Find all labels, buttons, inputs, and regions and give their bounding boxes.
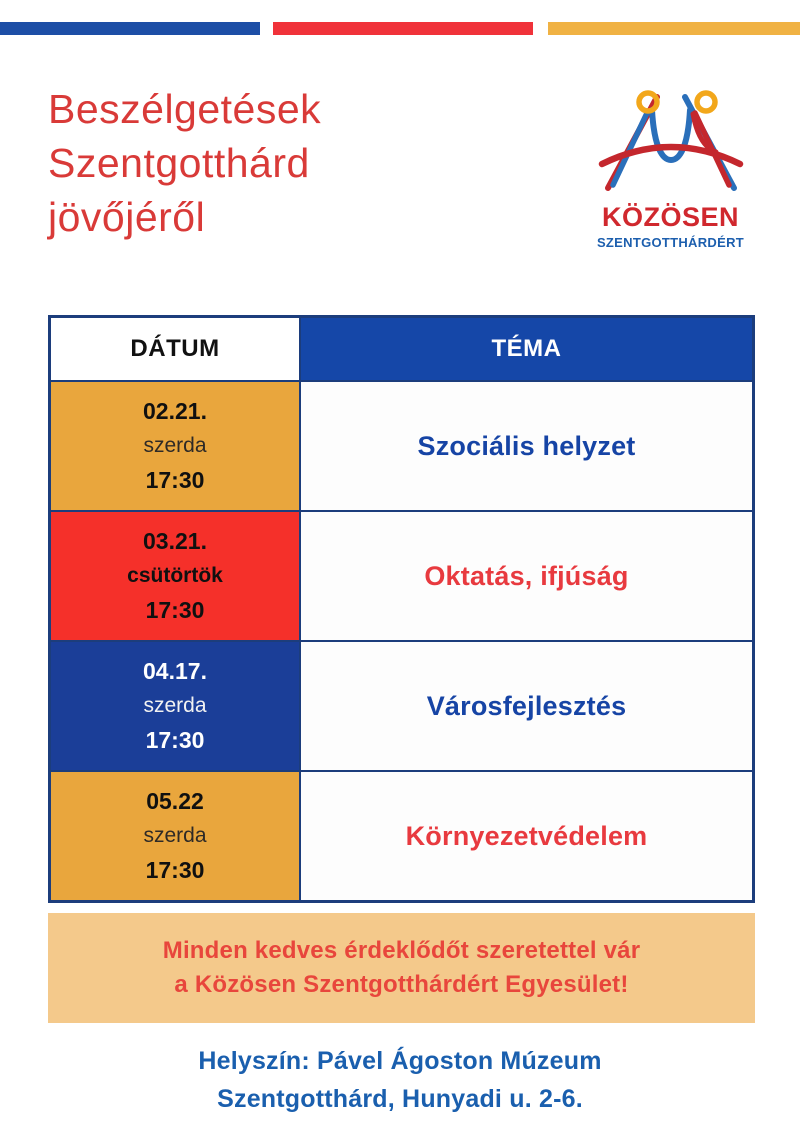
table-row-4-date-cell: 05.22 szerda 17:30 (51, 772, 299, 900)
top-bar-orange (548, 22, 800, 35)
table-row-2-date-cell: 03.21. csütörtök 17:30 (51, 512, 299, 640)
table-row-3-date-cell: 04.17. szerda 17:30 (51, 642, 299, 770)
logo-figures-icon (598, 90, 743, 191)
poster-title-line-3: jövőjéről (48, 194, 206, 240)
invitation-banner: Minden kedves érdeklődőt szeretettel vár… (48, 913, 755, 1023)
table-row-2-topic-cell: Oktatás, ifjúság (301, 512, 752, 640)
date-value: 05.22 (146, 788, 204, 814)
logo-name-line-1: KÖZÖSEN (601, 202, 739, 232)
table-row-4-topic-cell: Környezetvédelem (301, 772, 752, 900)
topic-value: Városfejlesztés (426, 690, 627, 721)
column-header-topic: TÉMA (301, 318, 752, 380)
day-value: szerda (143, 694, 207, 717)
table-row-1-topic-cell: Szociális helyzet (301, 382, 752, 510)
time-value: 17:30 (145, 467, 205, 493)
time-value: 17:30 (145, 727, 205, 753)
invitation-line-1: Minden kedves érdeklődőt szeretettel vár (162, 937, 641, 964)
invitation-line-2: a Közösen Szentgotthárdért Egyesület! (174, 971, 629, 998)
topic-value: Szociális helyzet (417, 430, 636, 461)
logo-name-line-2: SZENTGOTTHÁRDÉRT (596, 235, 745, 250)
poster-title: Beszélgetések Szentgotthárd jövőjéről (48, 82, 321, 244)
topic-value: Oktatás, ifjúság (424, 560, 629, 591)
date-value: 02.21. (143, 398, 207, 424)
association-logo: KÖZÖSEN SZENTGOTTHÁRDÉRT (588, 88, 753, 250)
day-value: csütörtök (127, 564, 223, 587)
top-bar-red (273, 22, 533, 35)
schedule-table: DÁTUM TÉMA 02.21. szerda 17:30 Szociális… (48, 315, 755, 903)
table-row-3-topic-cell: Városfejlesztés (301, 642, 752, 770)
column-header-date: DÁTUM (51, 318, 299, 380)
date-value: 03.21. (143, 528, 207, 554)
venue-line-1: Helyszín: Pável Ágoston Múzeum (198, 1047, 602, 1075)
date-header-label: DÁTUM (130, 335, 220, 362)
date-value: 04.17. (143, 658, 207, 684)
time-value: 17:30 (145, 857, 205, 883)
topic-header-label: TÉMA (491, 335, 562, 362)
table-row-1-date-cell: 02.21. szerda 17:30 (51, 382, 299, 510)
top-bar-blue (0, 22, 260, 35)
day-value: szerda (143, 434, 207, 457)
poster-title-line-2: Szentgotthárd (48, 140, 310, 186)
topic-value: Környezetvédelem (405, 820, 648, 851)
venue-line-2: Szentgotthárd, Hunyadi u. 2-6. (217, 1085, 583, 1113)
day-value: szerda (143, 824, 207, 847)
poster-title-line-1: Beszélgetések (48, 86, 322, 132)
venue-footer: Helyszín: Pável Ágoston Múzeum Szentgott… (0, 1042, 800, 1118)
time-value: 17:30 (145, 597, 205, 623)
